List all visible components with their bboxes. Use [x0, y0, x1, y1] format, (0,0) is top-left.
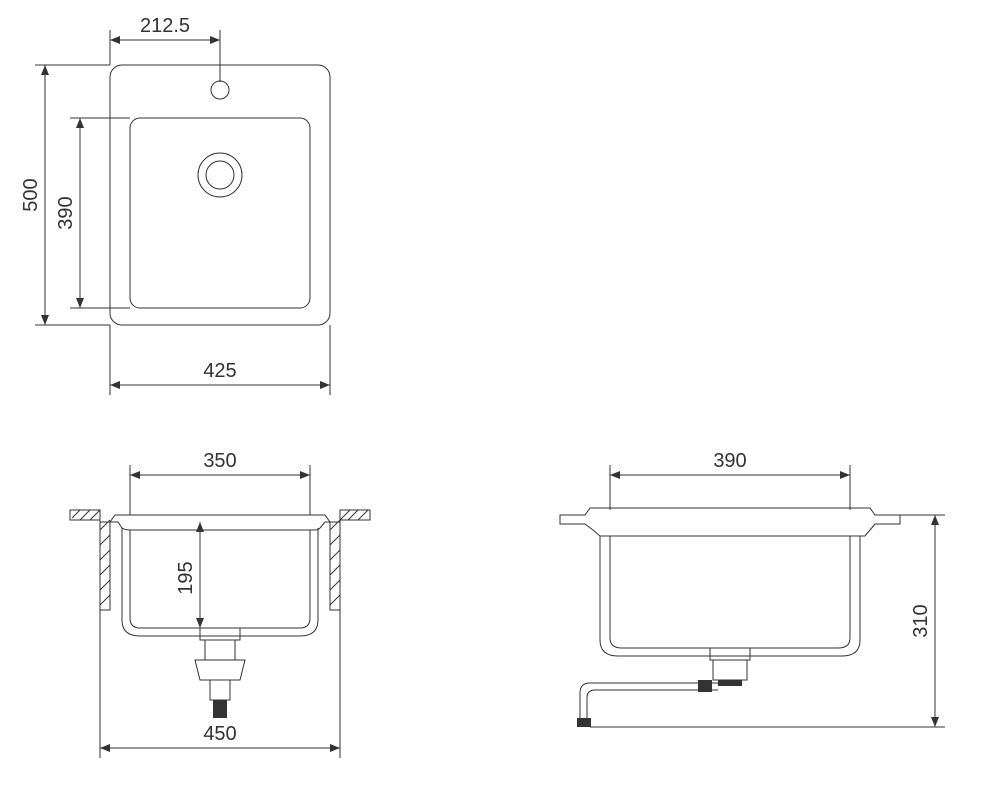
dim-label: 425 [203, 360, 236, 382]
dim-label: 195 [175, 561, 197, 594]
dim-front-195: 195 [175, 522, 204, 628]
dim-left-500: 500 [20, 65, 110, 325]
dim-label: 500 [20, 178, 42, 211]
dim-label: 450 [203, 723, 236, 745]
dim-front-350: 350 [130, 450, 310, 515]
side-view: 390 310 [560, 450, 945, 727]
front-view: 350 195 450 [70, 450, 370, 758]
dim-label: 350 [203, 450, 236, 472]
dim-top-212: 212.5 [110, 15, 220, 82]
dim-label: 390 [713, 450, 746, 472]
dim-label: 390 [55, 196, 77, 229]
dim-left-390: 390 [55, 118, 130, 308]
dim-bottom-425: 425 [110, 325, 330, 395]
top-view: 212.5 425 500 390 [20, 15, 330, 395]
dim-front-450: 450 [100, 610, 340, 758]
dim-side-310: 310 [590, 515, 945, 727]
dim-label: 212.5 [140, 15, 190, 37]
dim-side-390: 390 [610, 450, 850, 510]
dim-label: 310 [910, 604, 932, 637]
